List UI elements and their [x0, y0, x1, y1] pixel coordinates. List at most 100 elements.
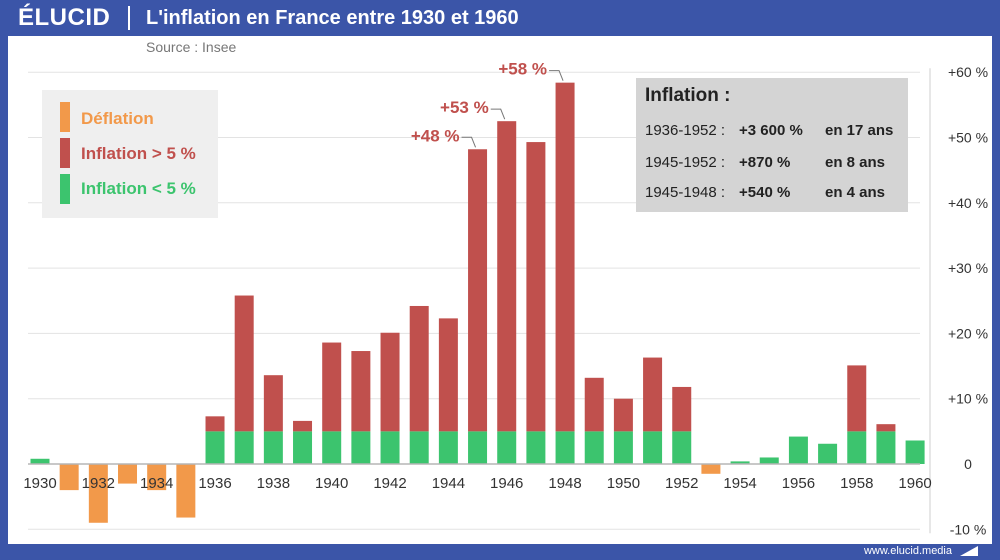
bar-1931-deflation	[59, 464, 79, 491]
bar-1945-high	[468, 149, 488, 432]
x-tick-label: 1958	[840, 475, 873, 492]
x-tick-label: 1944	[432, 475, 465, 492]
y-tick-label: -10 %	[950, 521, 987, 537]
bar-1947-low	[526, 431, 546, 464]
bar-1948-low	[555, 431, 575, 464]
bar-1946-low	[497, 431, 517, 464]
bar-1941-high	[351, 351, 371, 432]
bar-1951-high	[643, 357, 663, 432]
y-tick-label: +30 %	[948, 260, 988, 276]
legend-swatch-deflation	[60, 102, 70, 132]
legend-box: Déflation Inflation > 5 % Inflation < 5 …	[42, 90, 218, 218]
bar-1959-high	[876, 424, 896, 432]
annotation-leader	[549, 70, 564, 81]
chart-title: L'inflation en France entre 1930 et 1960	[146, 7, 519, 29]
x-tick-label: 1956	[782, 475, 815, 492]
y-tick-label: +50 %	[948, 130, 988, 146]
bar-1937-low	[234, 431, 254, 464]
bar-1932-deflation	[88, 464, 108, 523]
x-tick-label: 1954	[723, 475, 756, 492]
bar-1949-low	[584, 431, 604, 464]
x-tick-label: 1948	[548, 475, 581, 492]
chart-panel: +48 % +53 % +58 % -10 % 0 +10 % +20 % +30 % +40…	[8, 36, 992, 544]
bar-1959-low	[876, 431, 896, 464]
y-tick-label: +60 %	[948, 64, 988, 80]
x-tick-label: 1930	[23, 475, 56, 492]
bar-1958-high	[847, 365, 867, 432]
bar-1936-high	[205, 416, 225, 432]
bar-1938-low	[263, 431, 283, 464]
x-tick-label: 1938	[257, 475, 290, 492]
x-tick-label: 1942	[373, 475, 406, 492]
bar-1940-low	[322, 431, 342, 464]
chart-svg: +48 % +53 % +58 % -10 % 0 +10 % +20 % +30 % +40…	[23, 39, 988, 537]
info-duration-2: en 8 ans	[825, 154, 885, 171]
info-value-2: +870 %	[739, 154, 790, 171]
bar-1945-low	[468, 431, 488, 464]
bar-1930-low	[30, 458, 50, 464]
y-tick-label: +10 %	[948, 391, 988, 407]
x-tick-label: 1960	[898, 475, 931, 492]
header-bar: ÉLUCID L'inflation en France entre 1930 …	[0, 0, 1000, 36]
bar-1955-low	[759, 457, 779, 464]
bar-1954-low	[730, 461, 750, 464]
footer-url: www.elucid.media	[863, 545, 952, 557]
info-duration-1: en 17 ans	[825, 122, 893, 139]
bar-1950-low	[613, 431, 633, 464]
x-tick-label: 1936	[198, 475, 231, 492]
bar-1940-high	[322, 342, 342, 432]
x-tick-label: 1952	[665, 475, 698, 492]
bar-1950-high	[613, 398, 633, 432]
bar-1952-high	[672, 386, 692, 432]
info-title: Inflation :	[645, 85, 730, 106]
x-tick-label: 1950	[607, 475, 640, 492]
bar-1956-low	[788, 436, 808, 464]
bar-1934-deflation	[147, 464, 167, 491]
annotation-label-1948: +58 %	[498, 60, 547, 79]
bar-1952-low	[672, 431, 692, 464]
x-tick-label: 1934	[140, 475, 173, 492]
x-tick-label: 1940	[315, 475, 348, 492]
bar-1958-low	[847, 431, 867, 464]
info-value-1: +3 600 %	[739, 122, 803, 139]
y-tick-label: 0	[964, 456, 972, 472]
info-duration-3: en 4 ans	[825, 184, 885, 201]
legend-label-deflation: Déflation	[81, 109, 154, 128]
bar-1949-high	[584, 377, 604, 432]
header-divider	[128, 6, 130, 30]
info-box: Inflation : 1936-1952 : +3 600 % en 17 a…	[636, 78, 908, 212]
source-label: Source : Insee	[146, 39, 236, 55]
info-value-3: +540 %	[739, 184, 790, 201]
bar-1938-high	[263, 375, 283, 432]
bar-1937-high	[234, 295, 254, 432]
bar-1942-high	[380, 332, 400, 432]
annotation-leader	[461, 136, 477, 148]
annotation-leader	[490, 108, 506, 120]
info-period-2: 1945-1952 :	[645, 154, 725, 171]
bar-1942-low	[380, 431, 400, 464]
axes-group: -10 % 0 +10 % +20 % +30 % +40 % +50 % +60 % 1930…	[23, 64, 988, 537]
elucid-mark-icon	[960, 546, 978, 556]
annotation-label-1945: +48 %	[411, 126, 460, 145]
bar-1933-deflation	[118, 464, 138, 484]
legend-label-high-inflation: Inflation > 5 %	[81, 144, 196, 163]
annotation-label-1946: +53 %	[440, 98, 489, 117]
info-period-1: 1936-1952 :	[645, 122, 725, 139]
bar-1960-low	[905, 440, 925, 464]
bar-1939-high	[293, 420, 313, 432]
x-tick-label: 1946	[490, 475, 523, 492]
bar-1944-low	[438, 431, 458, 464]
legend-label-low-inflation: Inflation < 5 %	[81, 179, 196, 198]
bar-1953-deflation	[701, 464, 721, 474]
bar-1939-low	[293, 431, 313, 464]
bar-1941-low	[351, 431, 371, 464]
bar-1946-high	[497, 121, 517, 432]
legend-swatch-low-inflation	[60, 174, 70, 204]
bar-1947-high	[526, 142, 546, 432]
bar-1948-high	[555, 82, 575, 432]
bars-group	[30, 82, 925, 523]
bar-1935-deflation	[176, 464, 196, 518]
legend-swatch-high-inflation	[60, 138, 70, 168]
x-tick-label: 1932	[82, 475, 115, 492]
